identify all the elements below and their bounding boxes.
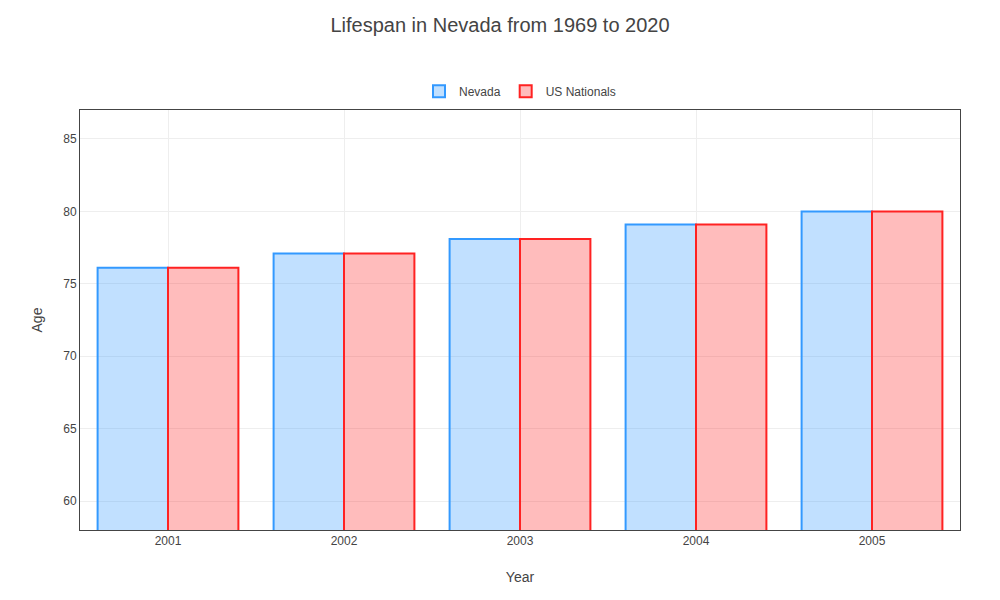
svg-text:Nevada: Nevada bbox=[459, 85, 501, 99]
svg-text:2005: 2005 bbox=[859, 534, 886, 548]
svg-text:65: 65 bbox=[63, 422, 77, 436]
svg-text:US Nationals: US Nationals bbox=[546, 85, 616, 99]
svg-text:Lifespan in Nevada from 1969 t: Lifespan in Nevada from 1969 to 2020 bbox=[330, 14, 669, 36]
svg-text:70: 70 bbox=[63, 349, 77, 363]
svg-text:80: 80 bbox=[63, 205, 77, 219]
svg-text:2002: 2002 bbox=[331, 534, 358, 548]
svg-text:85: 85 bbox=[63, 132, 77, 146]
svg-text:75: 75 bbox=[63, 277, 77, 291]
svg-text:60: 60 bbox=[63, 494, 77, 508]
svg-text:Year: Year bbox=[506, 569, 535, 585]
svg-text:2004: 2004 bbox=[683, 534, 710, 548]
svg-text:2003: 2003 bbox=[507, 534, 534, 548]
svg-text:2001: 2001 bbox=[155, 534, 182, 548]
svg-text:Age: Age bbox=[29, 307, 45, 332]
